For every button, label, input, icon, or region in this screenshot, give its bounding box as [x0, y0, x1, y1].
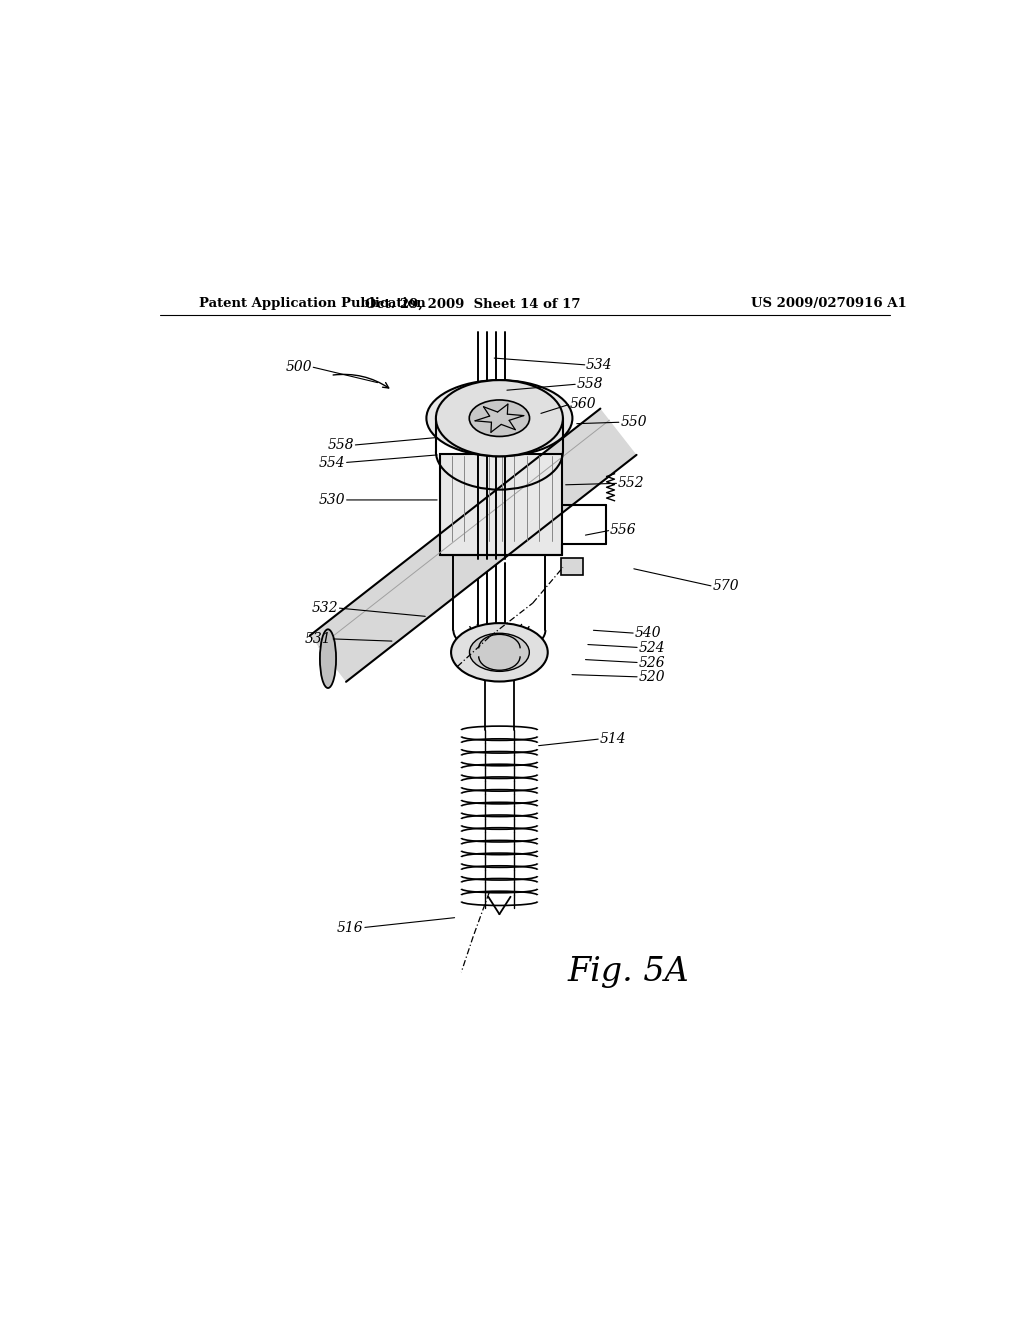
Text: 500: 500 [286, 359, 312, 374]
Bar [560, 558, 583, 576]
Text: 524: 524 [638, 640, 666, 655]
Text: 556: 556 [610, 523, 637, 537]
Text: Oct. 29, 2009  Sheet 14 of 17: Oct. 29, 2009 Sheet 14 of 17 [366, 297, 581, 310]
Text: 560: 560 [569, 397, 596, 411]
Ellipse shape [426, 380, 572, 457]
Text: 550: 550 [621, 416, 647, 429]
Text: 532: 532 [311, 601, 338, 615]
Text: 514: 514 [600, 731, 627, 746]
Text: 558: 558 [328, 438, 354, 453]
Text: 554: 554 [318, 455, 345, 470]
Text: 531: 531 [305, 632, 332, 645]
Text: 516: 516 [337, 920, 364, 935]
Text: 552: 552 [617, 477, 644, 490]
Ellipse shape [469, 400, 529, 437]
Text: Fig. 5A: Fig. 5A [567, 956, 689, 989]
Polygon shape [310, 409, 637, 682]
Text: 558: 558 [577, 378, 603, 391]
Ellipse shape [319, 630, 336, 688]
Text: 534: 534 [586, 358, 612, 372]
Text: 570: 570 [713, 579, 739, 594]
Text: 520: 520 [638, 671, 666, 684]
Ellipse shape [436, 380, 563, 457]
Text: Patent Application Publication: Patent Application Publication [200, 297, 426, 310]
Ellipse shape [469, 400, 529, 437]
Ellipse shape [452, 623, 548, 681]
Text: 526: 526 [638, 656, 666, 669]
Ellipse shape [469, 634, 529, 672]
Text: US 2009/0270916 A1: US 2009/0270916 A1 [751, 297, 906, 310]
Text: 540: 540 [635, 626, 662, 640]
Text: 530: 530 [318, 492, 345, 507]
Bar [440, 454, 562, 556]
